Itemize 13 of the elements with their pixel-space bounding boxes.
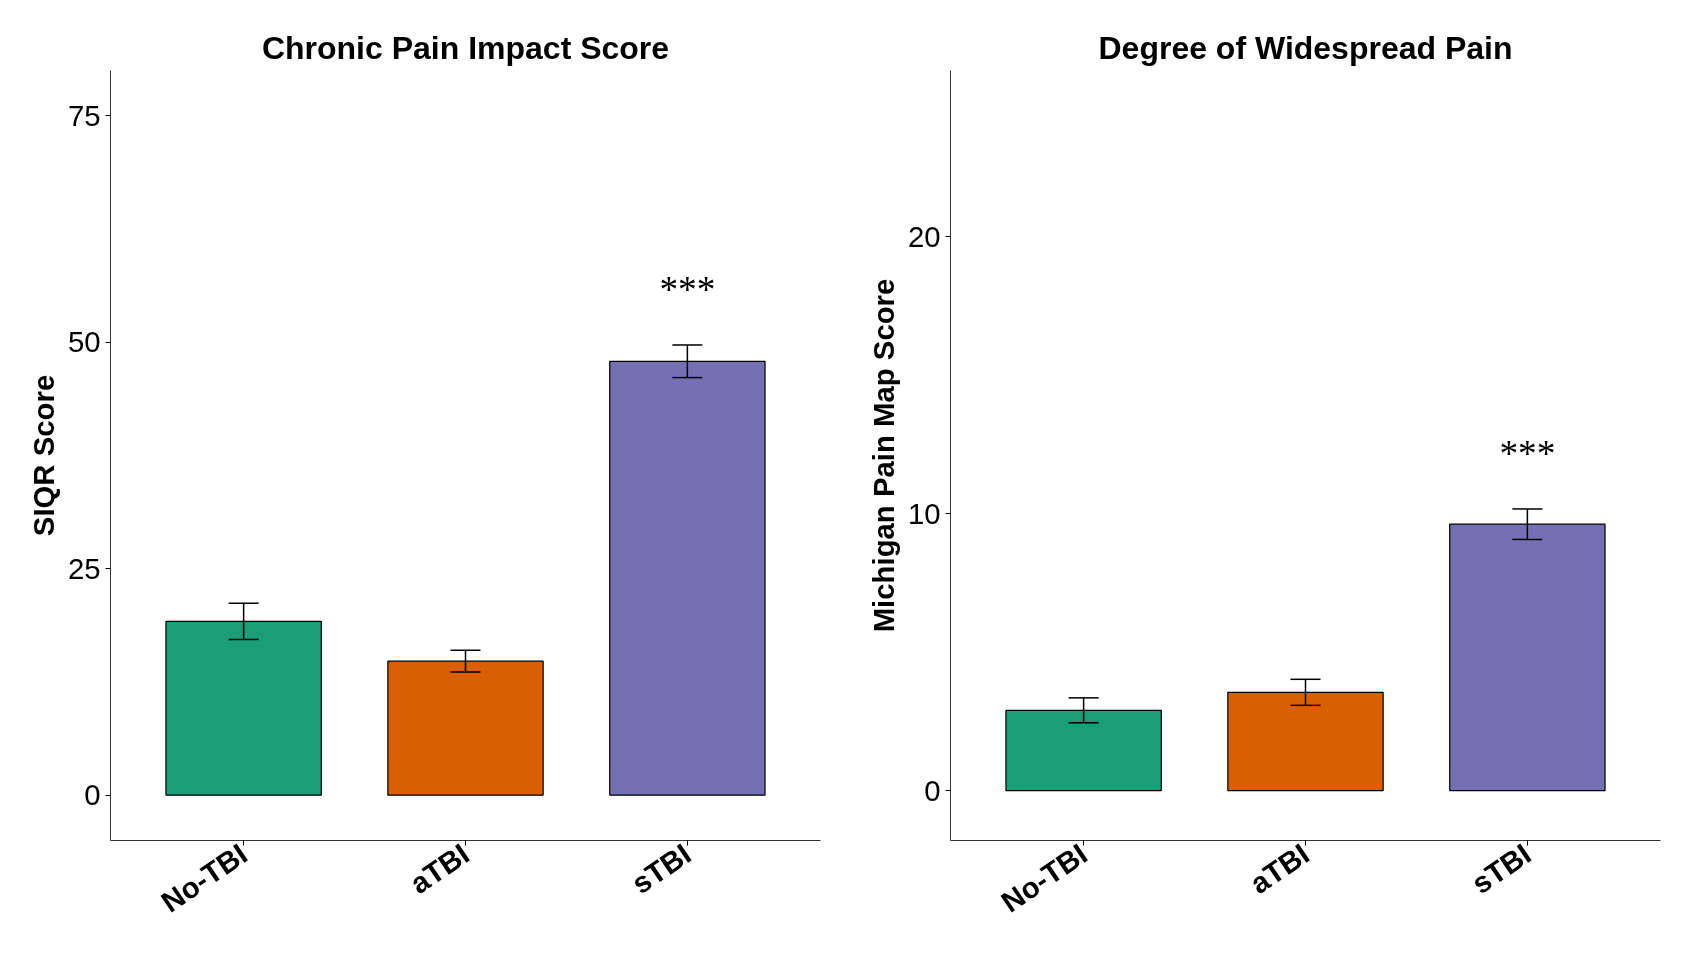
y-tick-label: 0 bbox=[84, 778, 101, 812]
y-tick-label: 0 bbox=[924, 773, 941, 807]
y-tick-label: 20 bbox=[907, 219, 941, 253]
y-axis-title: SIQR Score bbox=[26, 374, 60, 537]
y-tick-label: 25 bbox=[67, 551, 101, 585]
y-tick-label: 50 bbox=[67, 325, 101, 359]
y-axis-title: Michigan Pain Map Score bbox=[866, 278, 900, 633]
chart-title: Degree of Widespread Pain bbox=[1098, 29, 1513, 66]
y-tick-label: 10 bbox=[907, 496, 941, 530]
chart-title: Chronic Pain Impact Score bbox=[261, 29, 670, 66]
annotation: *** bbox=[1499, 433, 1556, 475]
y-tick-label: 75 bbox=[67, 98, 101, 132]
annotation: *** bbox=[659, 269, 716, 311]
